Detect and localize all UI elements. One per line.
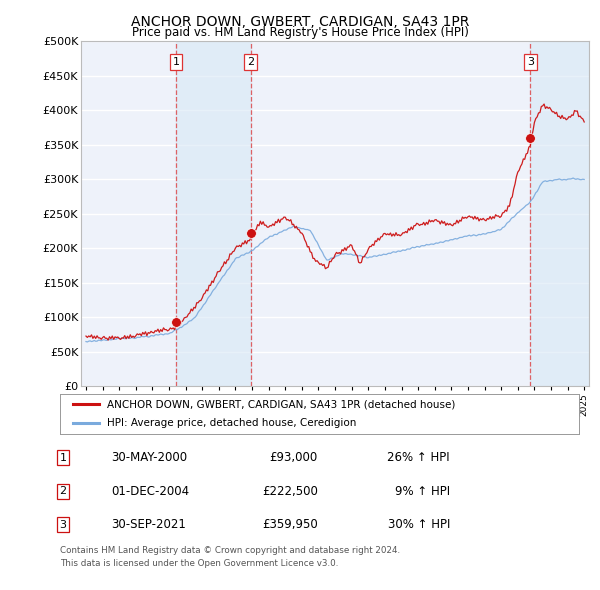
Text: 1: 1: [59, 453, 67, 463]
Text: 1: 1: [172, 57, 179, 67]
Text: 26% ↑ HPI: 26% ↑ HPI: [388, 451, 450, 464]
Text: 30% ↑ HPI: 30% ↑ HPI: [388, 518, 450, 532]
Bar: [176, 41, 251, 386]
Text: 3: 3: [527, 57, 534, 67]
Text: 01-DEC-2004: 01-DEC-2004: [111, 484, 189, 498]
Bar: [530, 41, 589, 386]
Text: 2: 2: [59, 486, 67, 496]
Text: £93,000: £93,000: [270, 451, 318, 464]
Text: 9% ↑ HPI: 9% ↑ HPI: [395, 484, 450, 498]
Text: ANCHOR DOWN, GWBERT, CARDIGAN, SA43 1PR (detached house): ANCHOR DOWN, GWBERT, CARDIGAN, SA43 1PR …: [107, 399, 455, 409]
Text: Contains HM Land Registry data © Crown copyright and database right 2024.: Contains HM Land Registry data © Crown c…: [60, 546, 400, 555]
Text: HPI: Average price, detached house, Ceredigion: HPI: Average price, detached house, Cere…: [107, 418, 356, 428]
Text: 30-MAY-2000: 30-MAY-2000: [111, 451, 187, 464]
Text: 3: 3: [59, 520, 67, 530]
Text: £222,500: £222,500: [262, 484, 318, 498]
Text: 30-SEP-2021: 30-SEP-2021: [111, 518, 186, 532]
Text: This data is licensed under the Open Government Licence v3.0.: This data is licensed under the Open Gov…: [60, 559, 338, 568]
Text: ANCHOR DOWN, GWBERT, CARDIGAN, SA43 1PR: ANCHOR DOWN, GWBERT, CARDIGAN, SA43 1PR: [131, 15, 469, 29]
Text: £359,950: £359,950: [262, 518, 318, 532]
Text: Price paid vs. HM Land Registry's House Price Index (HPI): Price paid vs. HM Land Registry's House …: [131, 26, 469, 39]
Text: 2: 2: [247, 57, 254, 67]
